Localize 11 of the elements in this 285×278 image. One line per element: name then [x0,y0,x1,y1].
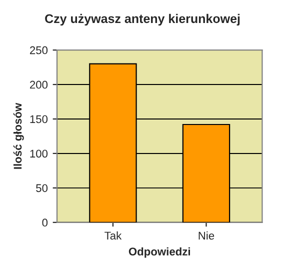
y-tick-label: 200 [30,80,48,89]
y-tick-label: 250 [30,46,48,54]
y-tick-label: 150 [30,115,48,124]
y-tick-label: 0 [42,218,48,227]
x-axis-title: Odpowiedzi [128,247,190,258]
x-tick-label: Tak [104,231,122,240]
x-tick-label: Nie [198,231,214,240]
y-tick-label: 50 [36,184,48,192]
y-tick-label: 100 [30,150,48,158]
y-axis-title: Ilość głosów [13,102,24,169]
chart-title: Czy używasz anteny kierunkowej [45,14,240,26]
